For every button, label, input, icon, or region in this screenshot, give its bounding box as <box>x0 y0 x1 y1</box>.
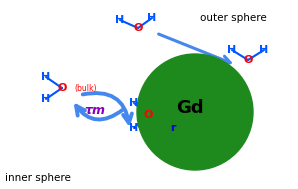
Text: H: H <box>259 45 268 55</box>
Text: inner sphere: inner sphere <box>5 173 71 183</box>
Text: H: H <box>227 45 237 55</box>
Text: H: H <box>41 94 51 104</box>
Text: H: H <box>148 13 157 23</box>
Text: O: O <box>243 55 253 65</box>
Text: (bulk): (bulk) <box>74 84 97 94</box>
Text: H: H <box>129 123 139 133</box>
Text: O: O <box>133 23 143 33</box>
Text: outer sphere: outer sphere <box>200 13 267 23</box>
Circle shape <box>137 54 253 170</box>
Text: τm: τm <box>85 104 105 116</box>
Text: H: H <box>115 15 125 25</box>
Text: Gd: Gd <box>176 99 204 117</box>
Text: O: O <box>143 110 153 120</box>
Text: H: H <box>129 98 139 108</box>
Text: r: r <box>170 123 175 133</box>
Text: O: O <box>57 83 67 93</box>
Text: H: H <box>41 72 51 82</box>
